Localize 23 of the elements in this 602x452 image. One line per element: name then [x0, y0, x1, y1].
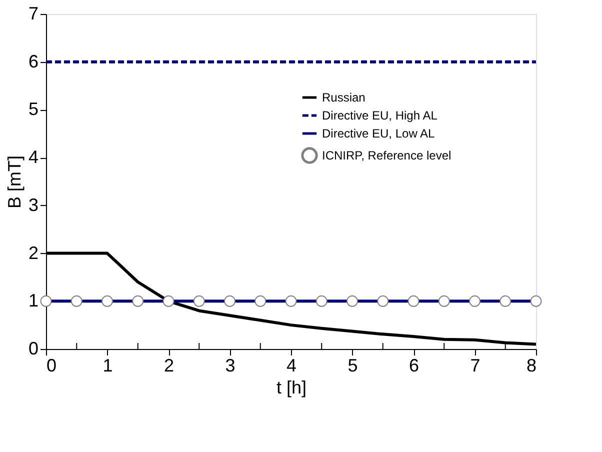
y-tick-label: 1: [28, 290, 38, 311]
x-tick-label: 8: [526, 356, 536, 376]
x-tick-label: 2: [164, 356, 174, 376]
x-tick-label: 3: [225, 356, 236, 376]
y-tick-label: 2: [28, 242, 38, 263]
legend-label: Russian: [322, 90, 366, 104]
x-tick-label: 1: [102, 356, 113, 376]
legend-label: Directive EU, Low AL: [322, 126, 436, 140]
legend-label: ICNIRP, Reference level: [322, 148, 452, 162]
x-tick-label: 5: [348, 356, 358, 376]
x-tick-label: 0: [46, 356, 57, 376]
y-tick-label: 4: [28, 147, 38, 168]
x-tick-label: 4: [286, 356, 297, 376]
x-axis-title: t [h]: [276, 378, 307, 398]
x-tick-label: 7: [470, 356, 480, 376]
y-tick-label: 5: [28, 99, 38, 120]
y-tick-label: 7: [28, 4, 38, 24]
y-tick-label: 3: [28, 194, 38, 215]
y-tick-label: 6: [28, 51, 38, 72]
y-tick-label: 0: [28, 338, 38, 358]
y-axis-title: B [mT]: [4, 156, 24, 208]
legend-label: Directive EU, High AL: [322, 108, 438, 122]
x-tick-label: 6: [408, 356, 420, 376]
